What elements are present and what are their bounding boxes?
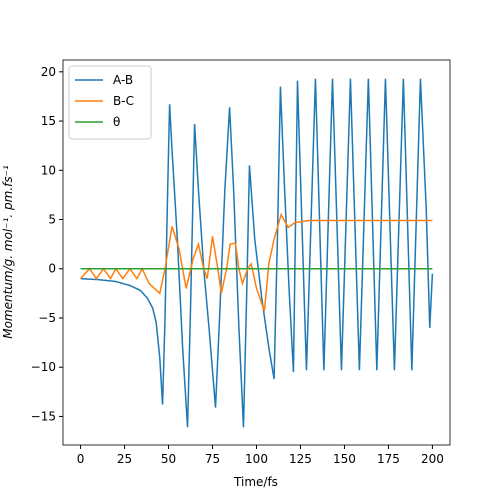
y-tick-label: 10 bbox=[41, 163, 56, 177]
x-tick-label: 150 bbox=[333, 452, 356, 466]
x-tick-label: 0 bbox=[77, 452, 85, 466]
x-tick-label: 100 bbox=[245, 452, 268, 466]
x-axis-label: Time/fs bbox=[233, 475, 278, 489]
y-tick-label: 5 bbox=[48, 213, 56, 227]
x-tick-label: 25 bbox=[117, 452, 132, 466]
x-tick-label: 200 bbox=[421, 452, 444, 466]
y-tick-label: 0 bbox=[48, 262, 56, 276]
y-axis-label: Momentum/g. mol⁻¹. pm.fs⁻¹ bbox=[1, 165, 15, 339]
legend-label: B-C bbox=[113, 94, 134, 108]
line bbox=[80, 212, 433, 312]
x-tick-label: 75 bbox=[205, 452, 220, 466]
y-tick-label: −15 bbox=[31, 409, 56, 423]
line bbox=[80, 78, 434, 428]
y-tick-label: −10 bbox=[31, 360, 56, 374]
y-tick-label: 15 bbox=[41, 114, 56, 128]
x-tick-label: 175 bbox=[377, 452, 400, 466]
legend-label: A-B bbox=[113, 73, 133, 87]
x-tick-label: 50 bbox=[161, 452, 176, 466]
y-tick-label: −5 bbox=[38, 311, 56, 325]
x-tick-label: 125 bbox=[289, 452, 312, 466]
legend-box bbox=[68, 65, 152, 140]
y-tick-label: 20 bbox=[41, 65, 56, 79]
plot-frame bbox=[62, 59, 451, 446]
legend-label: θ bbox=[113, 115, 120, 129]
